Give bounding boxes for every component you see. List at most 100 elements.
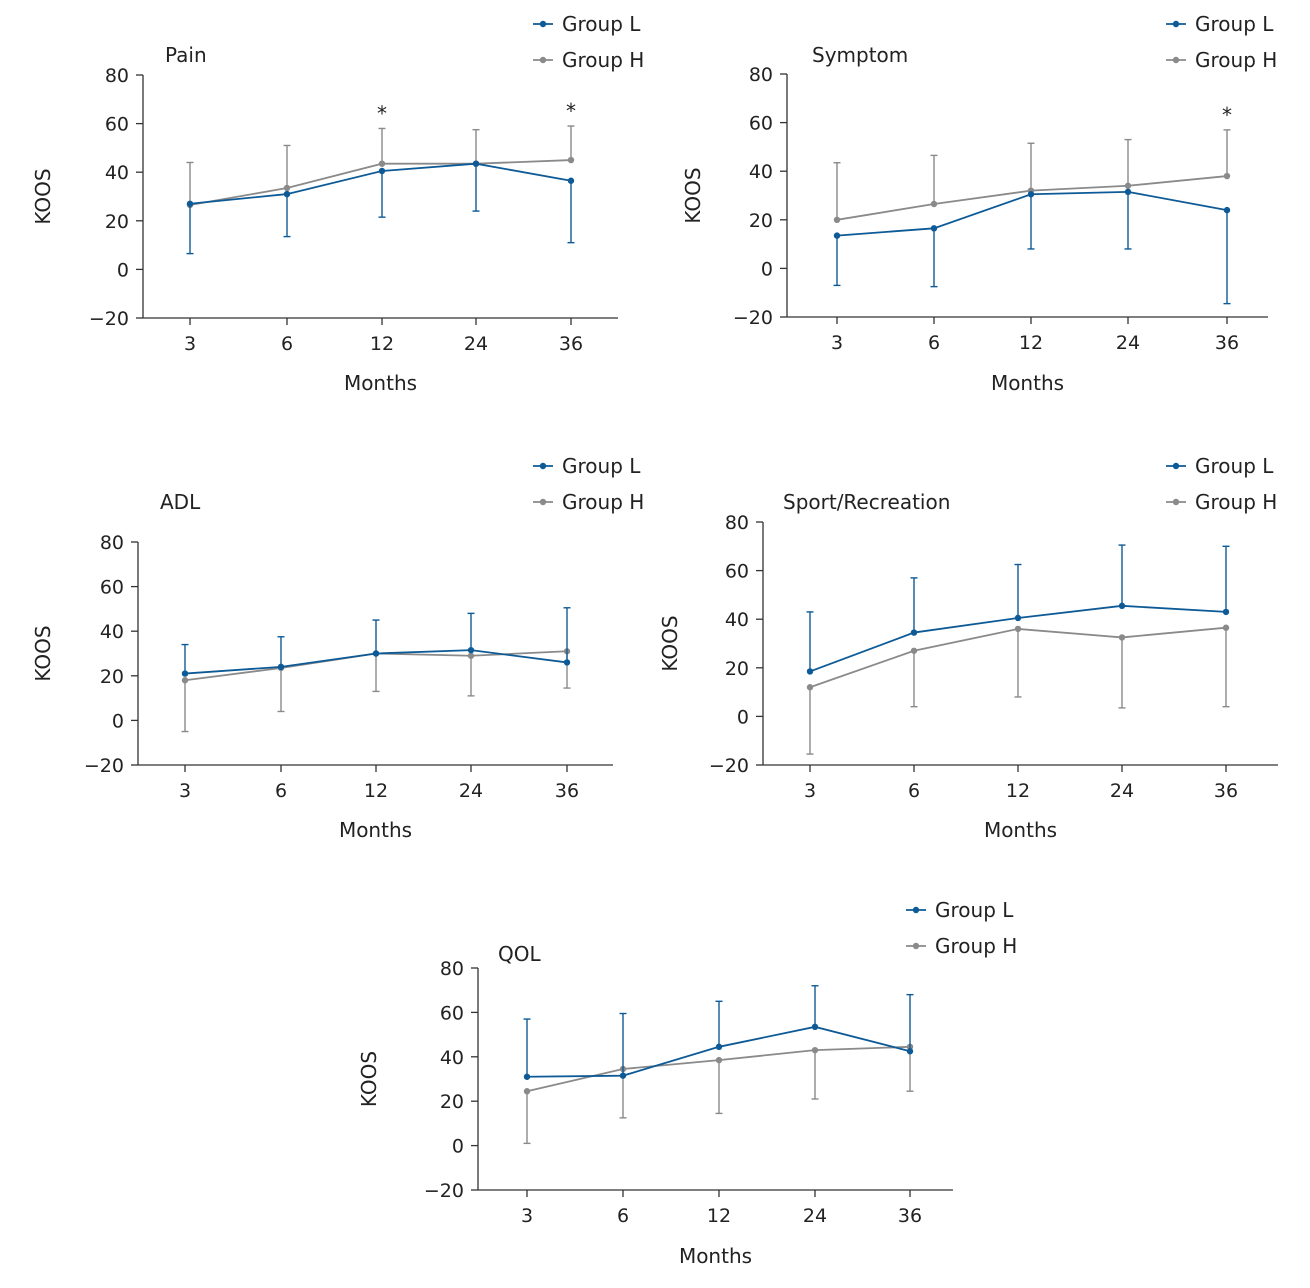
significance-marker: * bbox=[377, 101, 387, 125]
series-line bbox=[836, 175, 1228, 221]
x-tick-label: 12 bbox=[370, 333, 394, 355]
data-point bbox=[283, 184, 291, 192]
data-point bbox=[906, 1048, 914, 1055]
legend-label: Group L bbox=[1195, 454, 1274, 478]
legend-label: Group L bbox=[562, 454, 641, 478]
series-group-h bbox=[806, 624, 1230, 755]
panel-title: ADL bbox=[160, 490, 201, 514]
significance-marker: * bbox=[1222, 103, 1232, 127]
data-point bbox=[1118, 634, 1126, 641]
data-point bbox=[715, 1043, 723, 1051]
y-tick-label: 80 bbox=[105, 65, 129, 87]
legend-label: Group L bbox=[562, 12, 641, 36]
y-tick-label: 0 bbox=[761, 258, 773, 280]
x-tick-label: 3 bbox=[184, 333, 196, 355]
legend-item-group-h: Group H bbox=[533, 490, 644, 514]
panel-title: Symptom bbox=[812, 43, 908, 67]
data-point bbox=[811, 1023, 819, 1031]
series-group-h bbox=[523, 1043, 914, 1145]
y-tick-label: 80 bbox=[100, 532, 124, 554]
series-group-l bbox=[806, 544, 1230, 675]
y-tick-label: 0 bbox=[117, 259, 129, 281]
legend-label: Group H bbox=[1195, 48, 1277, 72]
data-point bbox=[1222, 624, 1230, 631]
x-tick-label: 36 bbox=[555, 780, 579, 802]
panel-title: Pain bbox=[165, 43, 207, 67]
x-tick-label: 3 bbox=[179, 780, 191, 802]
x-tick-label: 3 bbox=[831, 332, 843, 354]
legend-label: Group L bbox=[1195, 12, 1274, 36]
panel-title: Sport/Recreation bbox=[783, 490, 950, 514]
legend-item-group-h: Group H bbox=[1166, 48, 1277, 72]
x-tick-label: 24 bbox=[803, 1205, 827, 1227]
y-axis-label: KOOS bbox=[31, 625, 55, 681]
x-axis-label: Months bbox=[339, 818, 412, 842]
legend-marker bbox=[539, 56, 547, 64]
x-tick-label: 12 bbox=[1019, 332, 1043, 354]
series-group-h bbox=[833, 129, 1231, 223]
data-point bbox=[277, 663, 285, 671]
y-tick-label: −20 bbox=[733, 307, 773, 329]
legend-item-group-l: Group L bbox=[533, 12, 641, 36]
y-tick-label: 60 bbox=[100, 577, 124, 599]
y-tick-label: 40 bbox=[725, 609, 749, 631]
data-point bbox=[523, 1073, 531, 1080]
y-tick-label: 20 bbox=[725, 658, 749, 680]
legend-label: Group L bbox=[935, 898, 1014, 922]
y-tick-label: −20 bbox=[84, 755, 124, 777]
x-tick-label: 36 bbox=[898, 1205, 922, 1227]
x-tick-label: 24 bbox=[1110, 780, 1134, 802]
legend-marker bbox=[1172, 20, 1180, 28]
x-tick-label: 12 bbox=[1006, 780, 1030, 802]
y-tick-label: 80 bbox=[440, 958, 464, 980]
data-point bbox=[472, 160, 480, 167]
data-point bbox=[930, 200, 938, 208]
data-point bbox=[715, 1056, 723, 1064]
x-tick-label: 6 bbox=[928, 332, 940, 354]
data-point bbox=[467, 652, 475, 659]
x-tick-label: 24 bbox=[1116, 332, 1140, 354]
y-tick-label: −20 bbox=[709, 755, 749, 777]
data-point bbox=[523, 1088, 531, 1095]
legend-item-group-h: Group H bbox=[906, 934, 1017, 958]
data-point bbox=[181, 677, 189, 684]
y-tick-label: 20 bbox=[100, 666, 124, 688]
x-tick-label: 3 bbox=[804, 780, 816, 802]
data-point bbox=[1222, 608, 1230, 616]
data-point bbox=[1014, 614, 1022, 622]
y-axis-label: KOOS bbox=[681, 167, 705, 223]
y-tick-label: 40 bbox=[440, 1047, 464, 1069]
data-point bbox=[833, 216, 841, 223]
y-tick-label: 80 bbox=[725, 512, 749, 534]
x-axis-label: Months bbox=[991, 371, 1064, 395]
data-point bbox=[1223, 172, 1231, 180]
series-group-l bbox=[523, 985, 914, 1080]
legend-marker bbox=[539, 498, 547, 506]
data-point bbox=[910, 629, 918, 636]
y-tick-label: 40 bbox=[749, 161, 773, 183]
legend-label: Group H bbox=[562, 48, 644, 72]
y-tick-label: 20 bbox=[749, 210, 773, 232]
data-point bbox=[563, 659, 571, 666]
x-tick-label: 3 bbox=[521, 1205, 533, 1227]
data-point bbox=[181, 670, 189, 677]
x-tick-label: 24 bbox=[459, 780, 483, 802]
y-tick-label: 80 bbox=[749, 64, 773, 86]
x-tick-label: 12 bbox=[364, 780, 388, 802]
x-axis-label: Months bbox=[344, 371, 417, 395]
y-tick-label: 60 bbox=[725, 561, 749, 583]
data-point bbox=[806, 684, 814, 691]
legend-label: Group H bbox=[935, 934, 1017, 958]
y-tick-label: 40 bbox=[100, 621, 124, 643]
y-tick-label: 60 bbox=[105, 114, 129, 136]
data-point bbox=[833, 232, 841, 239]
data-point bbox=[372, 650, 380, 657]
significance-marker: * bbox=[566, 99, 576, 123]
panel-title: QOL bbox=[498, 942, 541, 966]
legend-marker bbox=[1172, 462, 1180, 470]
legend-marker bbox=[1172, 56, 1180, 64]
